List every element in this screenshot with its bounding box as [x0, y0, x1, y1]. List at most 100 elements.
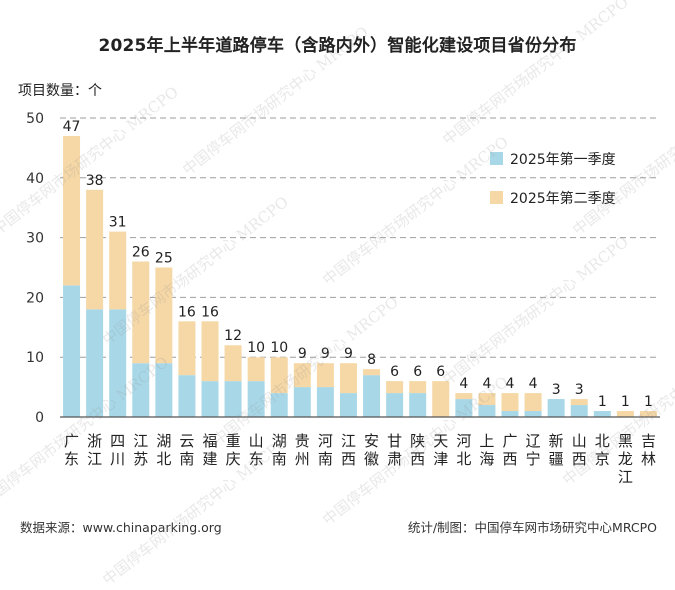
chart-title: 2025年上半年道路停车（含路内外）智能化建设项目省份分布	[98, 36, 577, 56]
bar-q1-上海	[478, 405, 496, 417]
y-axis-unit-label: 项目数量：个	[18, 83, 102, 99]
data-label-total: 6	[436, 364, 445, 380]
x-tick-label-char: 黑	[618, 432, 633, 450]
x-tick-label-char: 北	[456, 450, 471, 468]
x-tick-label-char: 川	[110, 450, 125, 468]
bar-q2-贵州	[293, 363, 311, 388]
bar-q2-湖南	[270, 357, 288, 394]
x-tick-label-char: 南	[179, 450, 194, 468]
legend-swatch-q1	[490, 152, 503, 165]
data-label-total: 4	[506, 376, 515, 392]
data-label-total: 31	[109, 215, 127, 231]
data-label-total: 4	[482, 376, 491, 392]
bar-q1-河南	[316, 387, 334, 417]
x-tick-label-char: 疆	[549, 450, 564, 468]
bar-q1-广西	[501, 411, 519, 417]
x-tick-label-char: 湖	[272, 432, 287, 450]
x-tick-label-char: 江	[618, 468, 633, 486]
x-tick-label-char: 庆	[226, 450, 241, 468]
bar-q1-山西	[570, 405, 588, 417]
data-label-total: 47	[63, 119, 81, 135]
x-tick-label-char: 河	[318, 432, 333, 450]
bar-q2-辽宁	[524, 393, 542, 412]
bar-q2-黑龙江	[616, 411, 634, 417]
data-label-total: 16	[201, 304, 219, 320]
x-tick-label-char: 西	[341, 450, 356, 468]
data-label-total: 25	[155, 251, 173, 267]
bar-q2-天津	[432, 381, 450, 417]
bar-q1-贵州	[293, 387, 311, 417]
bar-q2-安徽	[363, 369, 381, 376]
bar-q2-四川	[109, 231, 127, 310]
x-tick-label-char: 肃	[387, 450, 402, 468]
x-tick-label-char: 建	[202, 450, 217, 468]
bar-q1-辽宁	[524, 411, 542, 417]
data-label-total: 10	[247, 340, 265, 356]
x-tick-label-char: 云	[179, 432, 194, 450]
x-tick-label-char: 津	[433, 450, 448, 468]
bar-q1-四川	[109, 309, 127, 417]
bar-q2-甘肃	[386, 381, 404, 394]
x-tick-label-char: 州	[295, 450, 310, 468]
x-tick-label-char: 浙	[87, 432, 102, 450]
x-tick-label-char: 福	[202, 432, 217, 450]
bar-q2-广西	[501, 393, 519, 412]
x-tick-label-char: 贵	[295, 432, 310, 450]
x-tick-label-char: 宁	[526, 450, 541, 468]
bar-q1-北京	[593, 411, 611, 417]
data-label-total: 6	[413, 364, 422, 380]
x-tick-label-char: 江	[133, 432, 148, 450]
x-tick-label-char: 广	[502, 432, 517, 450]
y-tick-label: 0	[35, 410, 44, 426]
y-tick-label: 10	[26, 350, 44, 366]
legend-label-q2: 2025年第二季度	[510, 190, 616, 207]
x-tick-label-char: 陕	[410, 432, 425, 450]
x-tick-label-char: 苏	[133, 450, 148, 468]
bar-q2-河南	[316, 363, 334, 388]
x-tick-label-char: 甘	[387, 432, 402, 450]
data-label-total: 1	[644, 394, 653, 410]
bar-q2-陕西	[409, 381, 427, 394]
bar-q2-浙江	[86, 189, 104, 310]
bar-q1-重庆	[224, 381, 242, 417]
bar-q1-河北	[455, 399, 473, 417]
bar-q1-广东	[63, 285, 81, 417]
data-label-total: 9	[321, 346, 330, 362]
x-tick-label-char: 东	[249, 450, 264, 468]
x-tick-label-char: 西	[502, 450, 517, 468]
data-label-total: 38	[86, 173, 104, 189]
bar-q1-湖北	[155, 363, 173, 417]
x-tick-label-char: 山	[572, 432, 587, 450]
chart-credit: 统计/制图：中国停车网市场研究中心MRCPO	[407, 520, 657, 535]
legend-swatch-q2	[490, 191, 503, 204]
x-tick-label-char: 南	[318, 450, 333, 468]
data-label-total: 9	[344, 346, 353, 362]
x-tick-label-char: 上	[479, 432, 494, 450]
x-tick-label-char: 吉	[641, 432, 656, 450]
bar-q1-陕西	[409, 393, 427, 417]
data-label-total: 16	[178, 304, 196, 320]
x-tick-label-char: 海	[479, 450, 494, 468]
x-tick-label-char: 龙	[618, 450, 633, 468]
data-label-total: 3	[575, 382, 584, 398]
data-label-total: 4	[459, 376, 468, 392]
x-tick-label-char: 天	[433, 432, 448, 450]
data-label-total: 12	[224, 328, 242, 344]
data-label-total: 1	[598, 394, 607, 410]
data-label-total: 3	[552, 382, 561, 398]
x-tick-label-char: 广	[64, 432, 79, 450]
bar-q1-江苏	[132, 363, 150, 417]
bar-q2-山东	[247, 357, 265, 382]
data-label-total: 26	[132, 245, 150, 261]
bar-q1-云南	[178, 375, 196, 417]
x-tick-label-char: 江	[341, 432, 356, 450]
bar-q2-江西	[339, 363, 357, 394]
bar-q2-山西	[570, 399, 588, 406]
x-tick-label-char: 辽	[526, 432, 541, 450]
bar-q2-云南	[178, 321, 196, 376]
data-label-total: 10	[270, 340, 288, 356]
bar-q2-湖北	[155, 267, 173, 364]
bar-q1-江西	[339, 393, 357, 417]
bar-q2-福建	[201, 321, 219, 382]
bar-q1-福建	[201, 381, 219, 417]
